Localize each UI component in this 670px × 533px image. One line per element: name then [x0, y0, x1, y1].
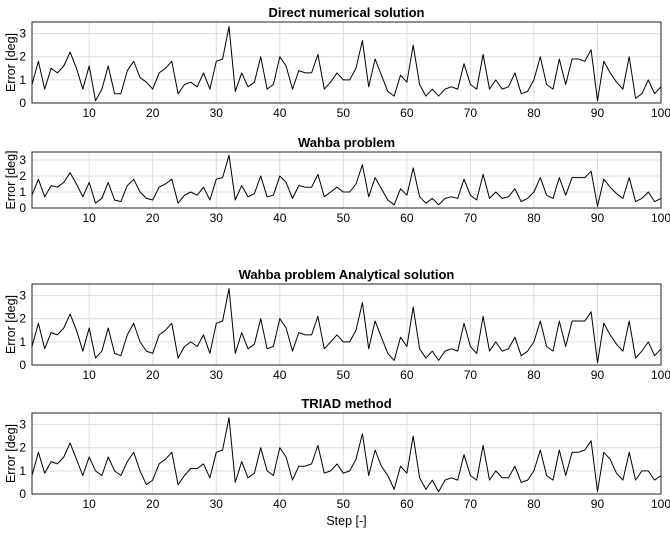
plot-frame: [31, 21, 662, 104]
x-tick-label: 60: [400, 211, 414, 225]
x-tick-label: 40: [273, 106, 287, 120]
x-tick-label: 30: [210, 211, 224, 225]
chart-title: TRIAD method: [301, 396, 391, 411]
y-tick-label: 0: [19, 201, 26, 215]
series-line: [31, 26, 662, 102]
y-tick-label: 2: [19, 50, 26, 64]
y-tick-label: 2: [19, 312, 26, 326]
x-tick-label: 80: [527, 106, 541, 120]
x-tick-label: 30: [210, 497, 224, 511]
y-tick-label: 1: [19, 464, 26, 478]
y-tick-label: 3: [19, 289, 26, 303]
x-tick-label: 50: [337, 106, 351, 120]
x-tick-label: 80: [527, 211, 541, 225]
chart-title: Direct numerical solution: [268, 5, 424, 20]
x-tick-label: 90: [591, 497, 605, 511]
x-tick-label: 70: [464, 106, 478, 120]
x-tick-label: 70: [464, 368, 478, 382]
y-axis-label: Error [deg]: [4, 424, 18, 483]
chart-title: Wahba problem Analytical solution: [239, 267, 455, 282]
x-tick-label: 100: [651, 368, 670, 382]
x-tick-label: 20: [146, 106, 160, 120]
x-tick-label: 40: [273, 497, 287, 511]
x-tick-label: 90: [591, 368, 605, 382]
x-tick-label: 40: [273, 368, 287, 382]
y-axis-label: Error [deg]: [4, 150, 18, 209]
x-tick-label: 10: [83, 497, 97, 511]
x-tick-label: 50: [337, 211, 351, 225]
y-tick-label: 1: [19, 335, 26, 349]
x-tick-label: 10: [83, 106, 97, 120]
x-tick-label: 10: [83, 211, 97, 225]
x-tick-label: 20: [146, 211, 160, 225]
x-tick-label: 80: [527, 368, 541, 382]
series-line: [31, 417, 662, 493]
x-tick-label: 30: [210, 368, 224, 382]
chart-title: Wahba problem: [298, 135, 395, 150]
series-line: [31, 288, 662, 364]
y-tick-label: 3: [19, 27, 26, 41]
y-tick-label: 3: [19, 153, 26, 167]
y-tick-label: 2: [19, 169, 26, 183]
plot-frame: [31, 412, 662, 495]
x-tick-label: 80: [527, 497, 541, 511]
x-tick-label: 10: [83, 368, 97, 382]
x-tick-label: 60: [400, 368, 414, 382]
y-axis-label: Error [deg]: [4, 295, 18, 354]
y-tick-label: 1: [19, 73, 26, 87]
x-tick-label: 100: [651, 211, 670, 225]
y-tick-label: 0: [19, 358, 26, 372]
x-tick-label: 70: [464, 497, 478, 511]
series-line: [31, 154, 662, 207]
plot-frame: [31, 151, 662, 209]
x-tick-label: 20: [146, 497, 160, 511]
x-tick-label: 30: [210, 106, 224, 120]
y-axis-label: Error [deg]: [4, 33, 18, 92]
x-axis-label: Step [-]: [326, 514, 366, 528]
x-tick-label: 90: [591, 211, 605, 225]
x-tick-label: 40: [273, 211, 287, 225]
x-tick-label: 100: [651, 497, 670, 511]
x-tick-label: 50: [337, 497, 351, 511]
x-tick-label: 70: [464, 211, 478, 225]
y-tick-label: 0: [19, 487, 26, 501]
y-tick-label: 0: [19, 96, 26, 110]
x-tick-label: 90: [591, 106, 605, 120]
x-tick-label: 60: [400, 106, 414, 120]
x-tick-label: 60: [400, 497, 414, 511]
plot-frame: [31, 283, 662, 366]
y-tick-label: 2: [19, 441, 26, 455]
x-tick-label: 100: [651, 106, 670, 120]
y-tick-label: 1: [19, 185, 26, 199]
x-tick-label: 50: [337, 368, 351, 382]
y-tick-label: 3: [19, 418, 26, 432]
x-tick-label: 20: [146, 368, 160, 382]
